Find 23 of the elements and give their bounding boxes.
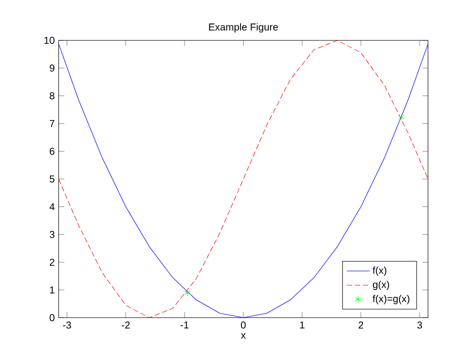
chart-title: Example Figure xyxy=(209,23,278,33)
y-tick-label: 2 xyxy=(50,258,54,266)
y-tick-label: 9 xyxy=(50,64,54,72)
y-tick-label: 0 xyxy=(50,314,54,322)
x-axis-title: x xyxy=(240,333,246,339)
x-tick-label: 0 xyxy=(240,321,246,329)
x-tick-label: 2 xyxy=(358,321,364,328)
x-tick-label: -1 xyxy=(180,321,189,328)
legend-label: g(x) xyxy=(372,280,390,290)
legend-label: f(x) xyxy=(372,266,386,276)
y-tick-label: 5 xyxy=(50,176,54,182)
x-tick-label: -3 xyxy=(62,321,71,329)
y-tick-label: 3 xyxy=(50,230,54,238)
legend-label: f(x)=g(x) xyxy=(372,294,410,304)
y-tick-label: 1 xyxy=(50,286,54,294)
y-tick-label: 8 xyxy=(50,92,54,100)
y-tick-label: 6 xyxy=(50,148,54,155)
x-tick-label: -2 xyxy=(122,321,130,328)
y-tick-label: 10 xyxy=(44,36,54,44)
y-tick-label: 7 xyxy=(50,120,54,127)
y-tick-label: 4 xyxy=(50,203,55,210)
x-tick-label: 1 xyxy=(300,321,304,328)
x-tick-label: 3 xyxy=(417,321,422,329)
